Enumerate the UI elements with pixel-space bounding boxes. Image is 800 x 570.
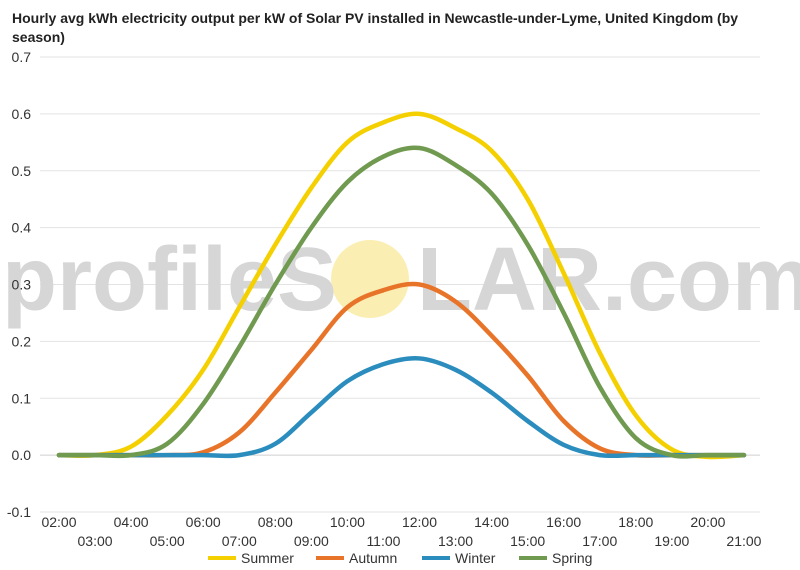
legend-label-spring: Spring [552,550,592,566]
watermark: profileS LAR.com [2,230,800,330]
x-tick-label: 06:00 [186,514,221,530]
x-tick-label: 11:00 [366,533,400,549]
legend-label-winter: Winter [455,550,496,566]
x-tick-label: 07:00 [222,533,257,549]
legend-label-autumn: Autumn [349,550,397,566]
x-tick-label: 05:00 [150,533,185,549]
x-tick-label: 15:00 [510,533,545,549]
x-tick-label: 21:00 [726,533,761,549]
watermark-text-right: LAR.com [417,230,800,330]
x-tick-label: 19:00 [654,533,689,549]
y-tick-label: 0.1 [12,390,32,406]
y-tick-label: 0.6 [12,106,32,122]
watermark-sun-icon [331,240,409,318]
x-tick-label: 03:00 [78,533,113,549]
y-tick-label: 0.2 [12,333,32,349]
series-line-spring [56,145,747,459]
x-tick-label: 16:00 [546,514,581,530]
series-line-summer [56,111,747,460]
legend: Summer Autumn Winter Spring [208,550,592,566]
x-axis-tick-labels: 02:0003:0004:0005:0006:0007:0008:0009:00… [41,514,761,549]
y-tick-label: 0.7 [12,49,32,65]
y-tick-label: 0.0 [12,447,32,463]
chart-title: Hourly avg kWh electricity output per kW… [12,10,739,45]
series-lines [56,111,747,460]
x-tick-label: 13:00 [438,533,473,549]
x-tick-label: 20:00 [690,514,725,530]
y-tick-label: -0.1 [7,504,31,520]
x-tick-label: 14:00 [474,514,509,530]
x-tick-label: 18:00 [618,514,653,530]
watermark-text-left: profileS [2,230,337,330]
x-tick-label: 04:00 [114,514,149,530]
y-tick-label: 0.5 [12,163,32,179]
x-tick-label: 08:00 [258,514,293,530]
series-line-winter [56,356,747,459]
x-tick-label: 02:00 [41,514,76,530]
y-tick-label: 0.4 [12,220,32,236]
x-tick-label: 17:00 [582,533,617,549]
legend-label-summer: Summer [241,550,294,566]
x-tick-label: 09:00 [294,533,329,549]
y-axis-tick-labels: -0.1 0.0 0.1 0.2 0.3 0.4 0.5 0.6 0.7 [7,49,31,520]
x-tick-label: 10:00 [330,514,365,530]
y-tick-label: 0.3 [12,277,32,293]
x-tick-label: 12:00 [402,514,437,530]
